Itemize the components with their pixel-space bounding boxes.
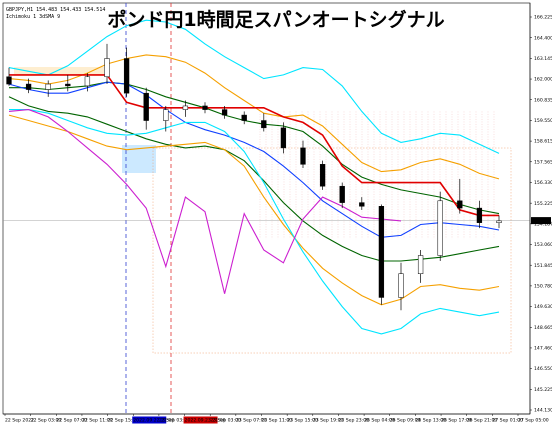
series-blue-midline	[8, 81, 500, 238]
highlight-zone	[14, 67, 104, 76]
x-tick-label: 2022.09.22 21:00	[133, 418, 174, 424]
candle-body	[123, 58, 130, 94]
candle-body	[25, 83, 32, 90]
x-tick-label: 26 Sep 13:00	[415, 418, 446, 424]
candle-body	[300, 147, 306, 165]
chart-title: ポンド円1時間足スパンオートシグナル	[107, 8, 444, 31]
candle-body	[221, 109, 228, 116]
candle-body	[182, 105, 189, 110]
y-tick-label: 162.000	[534, 77, 552, 83]
axis-layer: 166.225 164.400 163.145 162.000 160.835 159.5…	[3, 3, 552, 424]
candle-body	[241, 114, 247, 121]
x-tick-label: 26 Sep 21:00	[467, 418, 498, 424]
candle-body	[84, 76, 91, 87]
y-tick-label: 149.630	[534, 304, 552, 310]
x-tick-label: 22 Sep 03:00	[31, 418, 62, 424]
series-cyan-band-upper	[8, 19, 500, 154]
x-tick-label: 22 Sep 11:00	[82, 418, 113, 424]
y-tick-label: 158.615	[534, 139, 552, 145]
x-tick-label: 22 Sep 15:00	[108, 418, 139, 424]
series-layer	[8, 19, 500, 335]
x-tick-label: 23 Sep 23:00	[338, 418, 369, 424]
series-orange-band-upper	[8, 54, 500, 180]
candle-body	[398, 273, 404, 298]
x-tick-label: 23 Sep 07:00	[236, 418, 267, 424]
y-tick-label: 151.845	[534, 263, 552, 269]
y-tick-label: 166.225	[534, 15, 552, 21]
candle-body	[476, 207, 483, 223]
x-tick-label: 23 Sep 03:00	[159, 418, 190, 424]
series-darkgreen-band-lower	[8, 96, 500, 262]
candle-body	[339, 185, 345, 203]
y-tick-label: 150.780	[534, 283, 552, 289]
current-price-label: 154.514	[533, 218, 552, 224]
y-tick-label: 155.225	[534, 201, 552, 207]
y-tick-label: 157.565	[534, 159, 552, 165]
y-tick-label: 145.225	[534, 387, 552, 393]
y-tick-label: 156.330	[534, 180, 552, 186]
candle-body	[45, 83, 51, 90]
series-cyan-band-lower	[9, 109, 500, 335]
x-tick-label: 23 Sep 03:00	[210, 418, 241, 424]
background-annotations	[3, 3, 530, 414]
candle-body	[378, 206, 385, 298]
candle-body	[437, 200, 443, 256]
series-darkgreen-band-upper	[9, 81, 500, 215]
x-tick-label: 23 Sep 19:00	[313, 418, 344, 424]
candle-layer	[6, 43, 502, 311]
x-tick-label: 27 Sep 01:00	[492, 418, 523, 424]
x-highlight-box	[132, 416, 167, 424]
series-red-kijun	[9, 74, 499, 217]
x-tick-label: 27 Sep 05:00	[518, 418, 549, 424]
candle-body	[417, 255, 424, 275]
y-tick-label: 148.665	[534, 325, 552, 331]
symbol-header: GBPJPY,H1 154.483 154.433 154.514	[6, 7, 105, 13]
x-tick-label: 22 Sep 07:00	[56, 418, 87, 424]
candle-body	[65, 83, 71, 87]
series-orange-band-lower	[8, 114, 500, 306]
y-tick-label: 153.060	[534, 242, 552, 248]
y-tick-label: 147.460	[534, 346, 552, 352]
candle-body	[143, 92, 149, 121]
y-tick-label: 164.400	[534, 35, 552, 41]
y-tick-label: 144.130	[534, 408, 552, 414]
candle-body	[359, 202, 365, 207]
x-tick-label: 26 Sep 17:00	[441, 418, 472, 424]
candle-body	[202, 105, 208, 110]
indicator-header: Ichimoku 1 3dSMA 9	[6, 14, 60, 20]
x-tick-label: 23 Sep 11:00	[262, 418, 293, 424]
reference-box	[152, 147, 512, 354]
candle-body	[319, 164, 326, 187]
series-magenta-chikou	[8, 109, 402, 294]
candle-body	[496, 220, 502, 223]
y-tick-label: 159.550	[534, 118, 552, 124]
candle-body	[6, 76, 12, 85]
x-highlight-box	[183, 416, 218, 424]
current-price-tag	[531, 217, 551, 225]
x-tick-label: 26 Sep 04:00	[364, 418, 395, 424]
candle-body	[261, 120, 267, 129]
candle-body	[280, 127, 287, 149]
candle-body	[163, 109, 169, 121]
candle-body	[457, 200, 463, 209]
x-tick-label: 22 Sep 2022	[5, 418, 34, 424]
x-tick-label: 26 Sep 09:00	[390, 418, 421, 424]
y-tick-label: 154.187	[534, 221, 552, 227]
x-tick-label: 23 Sep 15:00	[287, 418, 318, 424]
candle-body	[104, 58, 110, 78]
y-tick-label: 146.550	[534, 366, 552, 372]
y-tick-label: 160.835	[534, 97, 552, 103]
x-tick-label: 2022.09.23 21:00	[185, 418, 226, 424]
y-tick-label: 163.145	[534, 56, 552, 62]
